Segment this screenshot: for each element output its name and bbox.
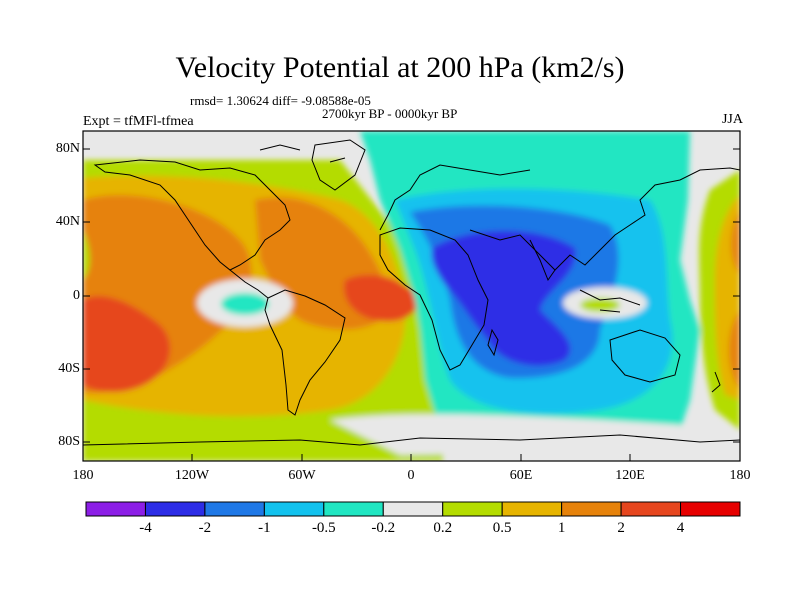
- x-tick-label: 120E: [615, 468, 645, 483]
- coast-asia: [469, 167, 740, 271]
- colorbar-label: 2: [617, 520, 625, 536]
- season-label: JJA: [721, 112, 743, 127]
- field-max-pacific: [83, 296, 170, 393]
- x-tick-label: 120W: [174, 468, 210, 483]
- colorbar-swatch: [680, 501, 741, 517]
- field-negative-max: [431, 230, 576, 366]
- coast-north-america: [93, 159, 291, 271]
- colorbar-label: -2: [198, 520, 212, 536]
- colorbar-label: -1: [258, 520, 271, 536]
- coast-antarctica: [83, 434, 740, 446]
- colorbar-label: -0.2: [371, 520, 396, 536]
- field-west-edge: [83, 230, 90, 280]
- colorbar-label: 1: [557, 520, 566, 536]
- colorbar-swatch: [85, 501, 146, 517]
- coast-india: [529, 239, 556, 282]
- period-label: 2700kyr BP - 0000kyr BP: [322, 106, 458, 121]
- y-tick-label: 80S: [58, 434, 80, 449]
- y-ticks: [83, 148, 740, 443]
- colorbar-swatch: [323, 501, 384, 517]
- stats-line: rmsd= 1.30624 diff= -9.08588e-05: [190, 93, 371, 108]
- colorbar-swatch: [382, 501, 444, 517]
- coast-south-america: [264, 289, 346, 416]
- field-max-atlantic: [344, 274, 419, 322]
- colorbar-label: -0.5: [311, 520, 336, 536]
- coast-europe: [379, 164, 531, 231]
- x-tick-label: 0: [407, 468, 415, 483]
- chart-title: Velocity Potential at 200 hPa (km2/s): [175, 51, 625, 84]
- coast-newzealand: [711, 371, 721, 393]
- colorbar: [85, 501, 741, 517]
- x-tick-label: 180: [729, 468, 751, 483]
- field-positive-maritime: [580, 298, 620, 312]
- y-tick-label: 40N: [55, 214, 80, 229]
- field-positive-east-high-n: [731, 210, 740, 275]
- coast-maritime: [579, 289, 641, 313]
- x-ticks: [191, 454, 631, 461]
- coast-arctic-islands: [259, 144, 346, 163]
- colorbar-label: 4: [676, 520, 685, 536]
- colorbar-swatch: [204, 501, 265, 517]
- x-tick-label: 60W: [288, 468, 316, 483]
- y-tick-label: 80N: [55, 141, 80, 156]
- coast-australia: [609, 329, 681, 383]
- experiment-label: Expt = tfMFl-tfmea: [83, 114, 194, 129]
- colorbar-swatch: [620, 501, 682, 517]
- field-neutral-south: [330, 414, 690, 455]
- colorbar-label: -4: [139, 520, 152, 536]
- colorbar-label: 0.2: [433, 520, 453, 536]
- y-tick-label: 0: [73, 288, 80, 303]
- contour-field: [83, 131, 740, 461]
- y-tick-label: 40S: [58, 361, 80, 376]
- field-positive-east-high-s: [728, 310, 740, 390]
- coast-madagascar: [487, 328, 499, 357]
- colorbar-label: 0.5: [492, 520, 512, 536]
- coast-central-america: [229, 269, 269, 299]
- colorbar-swatch: [501, 501, 563, 517]
- colorbar-swatch: [263, 501, 325, 517]
- field-negative-americas: [221, 293, 269, 315]
- coastlines: [83, 139, 740, 446]
- x-tick-label: 180: [72, 468, 94, 483]
- coast-greenland: [311, 139, 366, 191]
- colorbar-swatch: [561, 501, 622, 517]
- x-tick-label: 60E: [509, 468, 533, 483]
- colorbar-swatch: [442, 501, 503, 517]
- colorbar-swatch: [144, 501, 206, 517]
- coast-africa: [379, 227, 489, 371]
